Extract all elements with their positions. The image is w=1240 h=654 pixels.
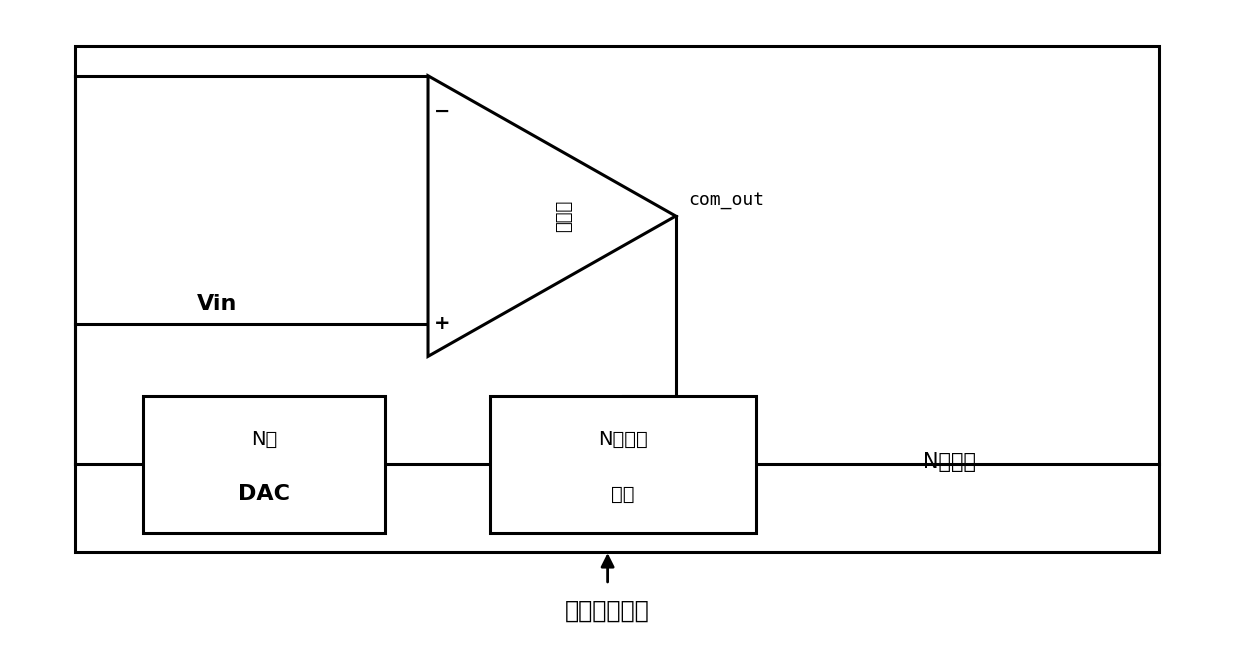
Polygon shape (428, 76, 676, 356)
Text: N位输出: N位输出 (924, 452, 976, 472)
Text: N位逻辑: N位逻辑 (598, 430, 649, 449)
Bar (74, 46, 1159, 552)
Bar (143, 396, 384, 532)
Text: 控制: 控制 (611, 485, 635, 504)
Text: DAC: DAC (238, 484, 290, 504)
Text: com_out: com_out (688, 191, 764, 209)
Bar (490, 396, 756, 532)
Text: N位: N位 (250, 430, 277, 449)
Text: +: + (434, 314, 450, 334)
Text: −: − (434, 102, 450, 121)
Text: Vin: Vin (197, 294, 238, 314)
Text: 每列必需结构: 每列必需结构 (565, 599, 650, 623)
Text: 比较器: 比较器 (556, 200, 573, 232)
